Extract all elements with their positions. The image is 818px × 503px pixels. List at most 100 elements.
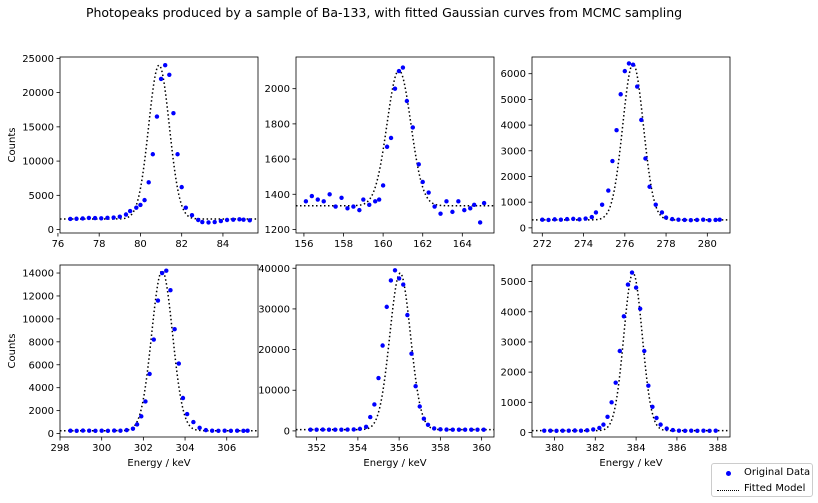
data-point [327, 192, 332, 197]
data-point [591, 427, 596, 432]
data-point [676, 428, 682, 433]
data-point [618, 92, 623, 97]
y-tick-label: 0 [520, 223, 526, 234]
data-point [321, 199, 326, 204]
y-tick-label: 20000 [258, 345, 290, 356]
x-tick-label: 156 [294, 239, 313, 250]
data-point [653, 202, 658, 207]
data-point [245, 428, 250, 433]
y-tick-label: 0 [48, 429, 54, 440]
y-tick-label: 1000 [501, 198, 526, 209]
data-point [469, 427, 474, 432]
data-point [599, 202, 605, 207]
y-tick-label: 6000 [29, 360, 54, 371]
fitted-model-line [296, 272, 494, 431]
data-point [676, 217, 681, 222]
subplot-5: 352 354 356 358 360 0 10000 20000 30000 40000 Ener… [258, 264, 495, 469]
data-point [682, 428, 688, 434]
y-tick-label: 4000 [501, 121, 526, 132]
data-point [626, 61, 632, 66]
data-point [320, 427, 326, 432]
y-tick-label: 0 [48, 225, 54, 236]
y-tick-label: 4000 [29, 383, 54, 394]
data-point [351, 427, 356, 432]
data-point [74, 216, 79, 221]
data-point [560, 428, 565, 433]
y-tick-label: 2000 [501, 172, 526, 183]
data-point [558, 217, 564, 222]
data-point [700, 217, 706, 222]
data-point [93, 428, 98, 434]
legend: Original Data Fitted Model [711, 463, 813, 497]
data-point [247, 218, 252, 223]
data-point [150, 152, 156, 157]
data-point [105, 428, 111, 434]
fitted-model-line [60, 269, 258, 432]
x-tick-label: 162 [413, 239, 432, 250]
data-point [472, 202, 477, 208]
data-point [420, 179, 425, 185]
data-point [597, 425, 602, 431]
x-axis-label: Energy / keV [363, 458, 426, 469]
data-point [444, 199, 449, 204]
subplot-6: 380 382 384 386 388 0 1000 2000 3000 4000 5000 Ener… [501, 264, 731, 469]
data-point [367, 202, 372, 208]
x-tick-label: 302 [134, 443, 153, 454]
data-point [216, 428, 221, 434]
data-point [481, 427, 486, 432]
data-point [614, 128, 619, 133]
data-point [138, 202, 143, 208]
y-tick-label: 2000 [265, 84, 290, 95]
data-point [713, 217, 718, 223]
data-point [584, 428, 590, 433]
data-point [376, 375, 381, 381]
data-point [564, 216, 570, 222]
data-point [400, 65, 406, 70]
axes-frame [295, 264, 495, 438]
data-point [654, 415, 659, 421]
data-point [462, 207, 467, 213]
y-tick-label: 10000 [258, 386, 290, 397]
data-point [86, 215, 92, 221]
y-tick-label: 12000 [22, 291, 54, 302]
data-point [417, 404, 422, 409]
data-point [105, 215, 110, 220]
data-point [421, 416, 427, 421]
data-point [601, 422, 606, 427]
data-point [621, 314, 627, 319]
data-point [707, 217, 712, 223]
data-point [384, 304, 389, 310]
data-point [540, 217, 545, 222]
data-point [629, 270, 635, 275]
data-point [99, 428, 104, 433]
subplot-2: 156 158 160 162 164 1200 1400 1600 1800 2000 [265, 56, 495, 250]
y-tick-label: 3000 [501, 146, 526, 157]
data-point [392, 86, 398, 91]
fitted-model-line [296, 69, 494, 207]
data-point [477, 220, 483, 225]
y-tick-label: 30000 [258, 304, 290, 315]
data-point [314, 427, 319, 432]
y-tick-label: 10000 [22, 157, 54, 168]
data-point [416, 162, 421, 167]
axes-frame [531, 56, 731, 234]
data-point [637, 306, 643, 311]
data-point [663, 215, 669, 220]
data-point [118, 428, 123, 433]
data-point [634, 84, 640, 89]
data-point [139, 414, 144, 419]
x-tick-label: 272 [533, 239, 552, 250]
data-point [392, 268, 398, 273]
data-point [147, 371, 152, 377]
data-point [339, 427, 344, 432]
y-tick-label: 2000 [29, 406, 54, 417]
data-point [695, 428, 700, 434]
data-point [630, 62, 636, 67]
data-point [228, 428, 234, 434]
y-tick-label: 8000 [29, 337, 54, 348]
data-point [610, 158, 615, 164]
legend-entry-data: Original Data [712, 466, 812, 482]
data-point [143, 399, 148, 404]
axes-frame [59, 56, 259, 234]
